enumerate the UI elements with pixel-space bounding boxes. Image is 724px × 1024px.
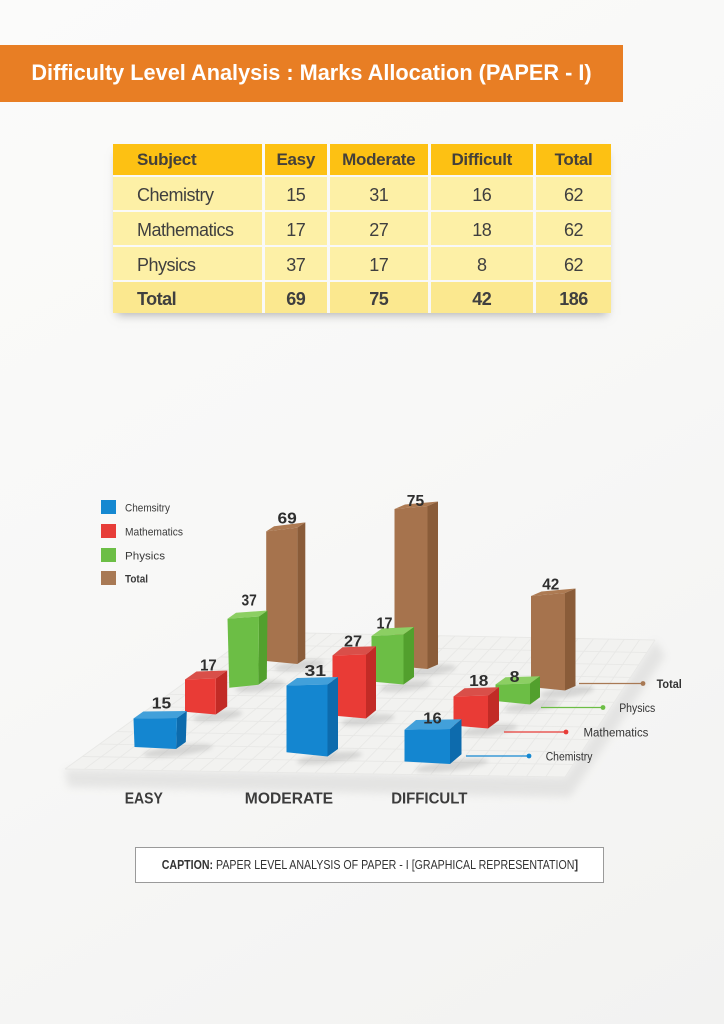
svg-text:17: 17: [377, 615, 393, 632]
svg-text:Mathematics: Mathematics: [125, 526, 183, 538]
svg-text:27: 27: [344, 633, 362, 650]
svg-text:DIFFICULT: DIFFICULT: [391, 790, 467, 807]
svg-text:Physics: Physics: [125, 550, 166, 562]
svg-text:18: 18: [469, 673, 488, 690]
svg-text:16: 16: [423, 711, 442, 728]
svg-text:MODERATE: MODERATE: [245, 790, 334, 807]
svg-text:EASY: EASY: [125, 790, 163, 807]
svg-text:31: 31: [305, 663, 327, 680]
svg-text:Chemsitry: Chemsitry: [125, 502, 170, 514]
svg-text:17: 17: [200, 657, 217, 674]
svg-text:37: 37: [242, 593, 257, 610]
svg-text:42: 42: [542, 577, 559, 594]
svg-text:15: 15: [152, 696, 171, 713]
svg-text:69: 69: [278, 511, 297, 528]
svg-text:Chemistry: Chemistry: [546, 751, 593, 763]
svg-text:Total: Total: [125, 573, 148, 585]
svg-text:75: 75: [407, 493, 424, 510]
svg-text:Mathematics: Mathematics: [584, 727, 649, 739]
svg-text:Total: Total: [657, 679, 682, 691]
svg-text:Physics: Physics: [619, 703, 655, 715]
svg-text:8: 8: [510, 669, 520, 686]
